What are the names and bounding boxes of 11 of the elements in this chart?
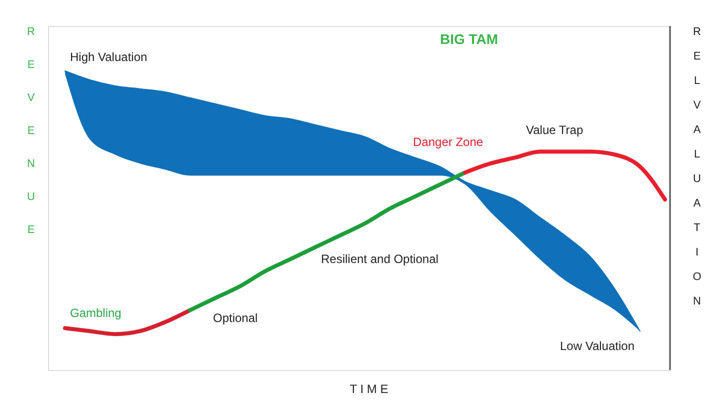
annotation: Gambling bbox=[70, 306, 122, 320]
annotation: Danger Zone bbox=[413, 135, 484, 149]
annotation: Value Trap bbox=[526, 123, 584, 137]
x-axis-title: T I M E bbox=[350, 382, 388, 396]
annotation: Resilient and Optional bbox=[321, 252, 438, 266]
text: REL VALUATION bbox=[692, 26, 702, 308]
annotation: Low Valuation bbox=[560, 339, 634, 353]
text: High Valuation bbox=[70, 50, 148, 64]
text: REVENUE bbox=[27, 26, 35, 236]
text: BIG TAM bbox=[440, 31, 498, 47]
annotation: Optional bbox=[213, 311, 258, 325]
